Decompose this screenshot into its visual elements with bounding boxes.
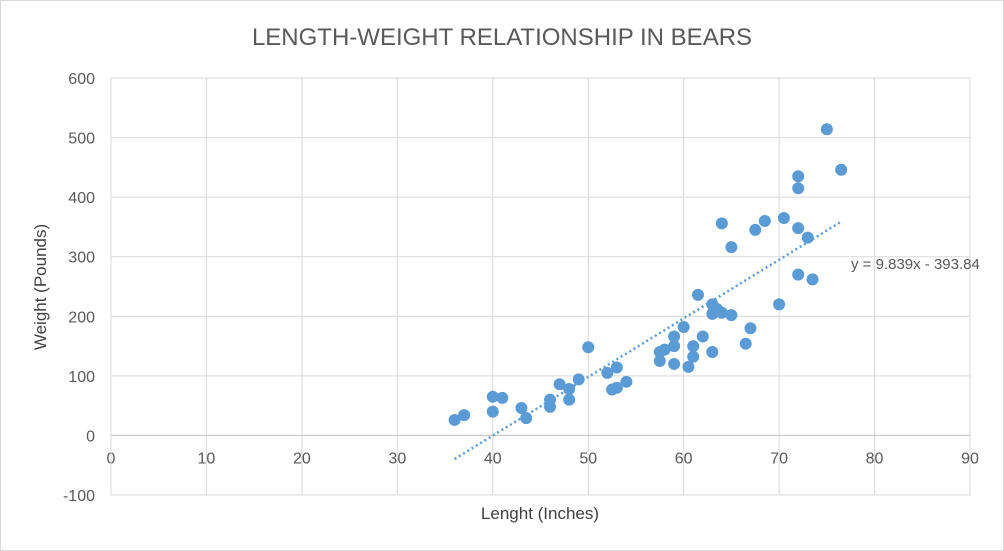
- trendline-equation: y = 9.839x - 393.84: [851, 256, 980, 273]
- data-point: [658, 343, 671, 356]
- data-point: [715, 217, 728, 230]
- data-point: [486, 390, 499, 403]
- data-point: [515, 402, 528, 415]
- data-point: [610, 381, 623, 394]
- data-point: [820, 123, 833, 136]
- data-point: [758, 214, 771, 227]
- y-tick-label: 600: [68, 71, 95, 88]
- x-axis-label: Lenght (Inches): [481, 504, 599, 523]
- data-point: [792, 222, 805, 235]
- data-point: [682, 360, 695, 373]
- data-point: [653, 354, 666, 367]
- data-point: [582, 341, 595, 354]
- data-point: [777, 211, 790, 224]
- data-point: [668, 357, 681, 370]
- data-point: [572, 373, 585, 386]
- data-point: [691, 288, 704, 301]
- x-tick-label: 50: [579, 450, 597, 467]
- data-point: [563, 393, 576, 406]
- data-point: [458, 409, 471, 422]
- data-point: [610, 361, 623, 374]
- chart-title: LENGTH-WEIGHT RELATIONSHIP IN BEARS: [252, 24, 752, 51]
- data-point: [706, 346, 719, 359]
- data-point: [601, 366, 614, 379]
- data-point: [687, 340, 700, 353]
- data-point: [553, 378, 566, 391]
- x-tick-label: 10: [198, 450, 216, 467]
- y-tick-label: 400: [68, 190, 95, 207]
- data-point: [496, 391, 509, 404]
- y-tick-label: 100: [68, 369, 95, 386]
- data-point: [687, 350, 700, 363]
- data-point: [792, 268, 805, 281]
- data-point: [448, 413, 461, 426]
- data-point: [520, 412, 533, 425]
- y-tick-label: 500: [68, 131, 95, 148]
- data-point: [486, 405, 499, 418]
- data-point: [668, 330, 681, 343]
- x-tick-label: 40: [484, 450, 502, 467]
- x-tick-label: 60: [675, 450, 693, 467]
- data-point: [677, 321, 690, 334]
- data-point: [725, 309, 738, 322]
- data-point: [835, 163, 848, 176]
- y-tick-label: 0: [86, 428, 95, 445]
- y-axis-label: Weight (Pounds): [31, 224, 50, 350]
- x-tick-label: 20: [293, 450, 311, 467]
- data-points: [448, 123, 848, 426]
- data-point: [773, 298, 786, 311]
- x-tick-label: 30: [388, 450, 406, 467]
- data-point: [792, 170, 805, 183]
- y-tick-label: 300: [68, 250, 95, 267]
- data-point: [739, 337, 752, 350]
- gridlines: [111, 77, 971, 496]
- x-tick-label: 70: [770, 450, 788, 467]
- y-tick-label: 200: [68, 309, 95, 326]
- trendline: [453, 220, 842, 461]
- data-point: [696, 330, 709, 343]
- x-tick-label: 80: [866, 450, 884, 467]
- trendline-layer: [453, 220, 842, 461]
- data-point: [563, 382, 576, 395]
- data-point: [620, 375, 633, 388]
- data-point: [749, 223, 762, 236]
- data-point: [744, 322, 757, 335]
- data-point: [801, 231, 814, 244]
- data-point: [668, 340, 681, 353]
- data-point: [792, 182, 805, 195]
- x-tick-label: 90: [961, 450, 979, 467]
- data-point: [715, 306, 728, 319]
- y-tick-label: -100: [63, 488, 95, 505]
- data-point: [725, 241, 738, 254]
- data-point: [544, 400, 557, 413]
- data-point: [806, 273, 819, 286]
